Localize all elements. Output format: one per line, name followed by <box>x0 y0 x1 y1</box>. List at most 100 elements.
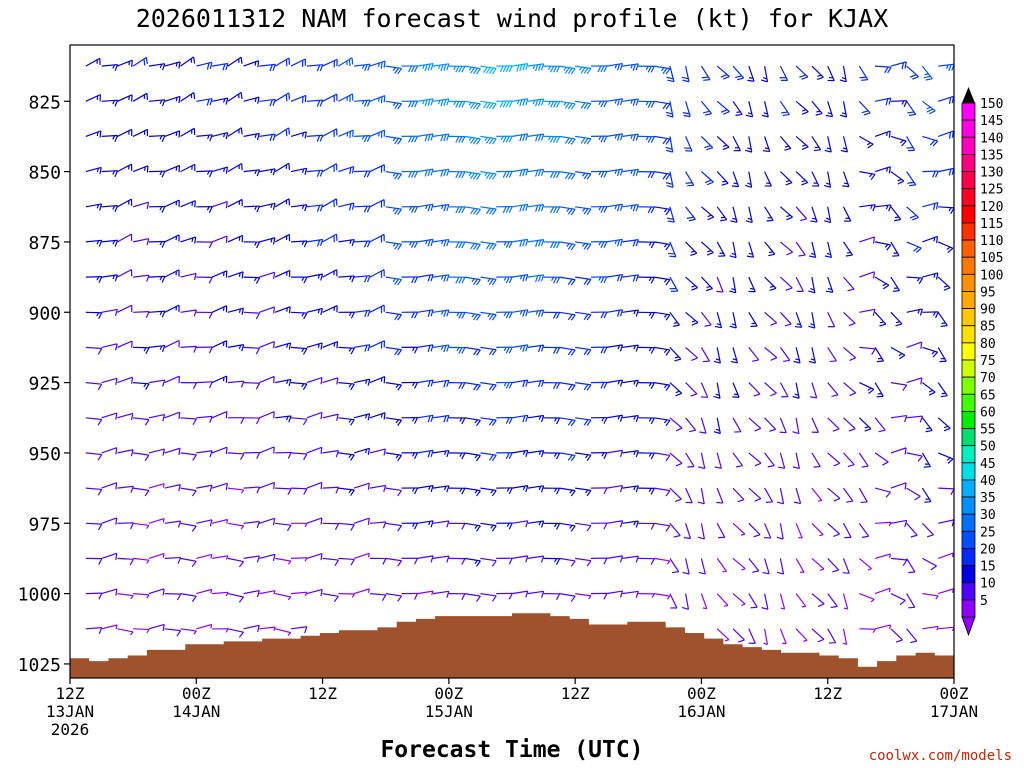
wind-barb <box>401 417 419 424</box>
wind-barb <box>811 628 825 643</box>
wind-barb <box>117 522 134 530</box>
wind-barb <box>227 380 245 388</box>
wind-barb <box>259 626 276 632</box>
wind-barb <box>385 276 403 286</box>
wind-barb <box>496 100 513 108</box>
wind-barb <box>322 269 338 278</box>
wind-barb <box>180 163 196 173</box>
wind-barb <box>164 130 181 138</box>
wind-barb <box>527 98 545 107</box>
wind-barb <box>433 168 450 177</box>
wind-barb <box>148 483 165 489</box>
wind-barb <box>669 593 678 609</box>
wind-barb <box>385 346 403 356</box>
wind-barb <box>290 311 308 320</box>
wind-barb <box>732 487 745 503</box>
wind-barb <box>922 382 936 396</box>
wind-barb <box>622 274 639 282</box>
wind-barb <box>823 171 832 188</box>
wind-barb <box>827 312 836 328</box>
wind-barb <box>133 311 150 318</box>
wind-barb <box>101 447 118 455</box>
wind-barb <box>180 309 197 317</box>
wind-barb <box>638 522 655 530</box>
wind-barb <box>859 204 876 212</box>
wind-barb <box>290 382 308 391</box>
wind-barb <box>543 311 561 319</box>
wind-barb <box>290 557 308 562</box>
wind-barb <box>464 593 481 602</box>
wind-barb <box>148 134 166 142</box>
x-tick-label: 12Z <box>56 684 85 703</box>
wind-barb <box>148 413 166 422</box>
colorbar-label: 15 <box>980 560 996 575</box>
colorbar-swatch <box>961 565 976 584</box>
wind-barb <box>826 276 834 293</box>
wind-barb <box>369 521 387 529</box>
wind-barb <box>840 136 849 153</box>
wind-barb <box>638 557 655 565</box>
wind-barb <box>385 100 403 110</box>
wind-barb <box>938 63 955 72</box>
wind-barb <box>164 520 182 528</box>
wind-barb <box>511 98 529 107</box>
wind-barb <box>227 198 243 208</box>
wind-barb <box>290 346 308 355</box>
wind-barb <box>290 452 308 461</box>
wind-barb <box>117 449 134 457</box>
wind-barb <box>730 206 738 223</box>
wind-barb <box>511 168 529 177</box>
wind-barb <box>369 376 386 384</box>
wind-barb <box>921 487 932 503</box>
wind-barb <box>196 241 213 249</box>
wind-barb <box>906 171 917 187</box>
wind-barb <box>511 485 529 493</box>
wind-barb <box>890 100 908 108</box>
wind-barb <box>85 452 103 461</box>
wind-barb <box>858 522 870 538</box>
wind-barb <box>259 63 276 72</box>
wind-barb <box>464 487 481 497</box>
wind-barb <box>290 240 308 248</box>
wind-barb <box>795 171 809 186</box>
wind-barb <box>842 206 852 222</box>
wind-barb <box>874 382 884 398</box>
wind-barb <box>811 593 825 608</box>
wind-barb <box>433 449 450 458</box>
wind-barb <box>259 306 276 314</box>
wind-barb <box>874 587 891 595</box>
wind-barb <box>433 133 450 142</box>
wind-barb <box>433 98 450 107</box>
wind-barb <box>243 276 261 284</box>
wind-barb <box>259 133 276 142</box>
wind-barb <box>622 344 639 352</box>
wind-barb <box>338 311 355 319</box>
wind-barb <box>464 171 481 180</box>
wind-barb <box>401 452 419 460</box>
terrain-surface <box>70 613 954 678</box>
wind-barb <box>401 522 419 530</box>
wind-barb <box>369 60 386 69</box>
wind-barb <box>745 206 753 224</box>
wind-barb <box>338 93 354 103</box>
wind-barb <box>716 523 726 539</box>
wind-barb <box>669 276 679 292</box>
wind-barb <box>338 417 355 426</box>
wind-barb <box>212 591 229 597</box>
wind-barb <box>732 417 742 433</box>
wind-barb <box>559 452 576 462</box>
wind-barb <box>369 269 385 278</box>
wind-barb <box>906 308 923 316</box>
wind-barb <box>843 241 854 257</box>
wind-barb <box>713 347 721 364</box>
wind-barb <box>338 593 355 598</box>
wind-barb <box>448 593 466 601</box>
wind-barb <box>606 414 624 422</box>
colorbar-label: 10 <box>980 577 996 592</box>
wind-barb <box>638 487 655 495</box>
wind-barb <box>290 276 308 284</box>
wind-barb <box>716 628 730 642</box>
wind-barb <box>858 417 872 432</box>
wind-barb <box>353 517 370 525</box>
wind-barb <box>227 628 245 638</box>
